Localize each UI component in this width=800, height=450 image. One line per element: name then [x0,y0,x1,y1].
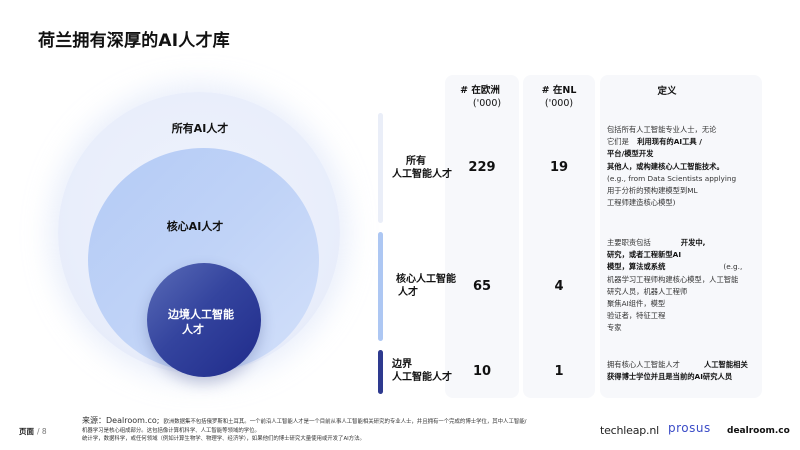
source-note: 来源：Dealroom.co; 欧洲数据集不包括俄罗斯和土耳其。一个前沿人工智能人… [82,416,527,442]
frontier-ai-talent-circle [147,263,261,377]
europe-value-core: 65 [472,279,492,294]
techleap-logo: techleap.nl [600,424,659,437]
row-label-all-ai-talent: 所有 人工智能人才 [392,156,452,180]
definition-core-ai-talent: 主要职责包括 开发中, 研究，或者工程新型AI 模型，算法或系统 (e.g., 机器… [607,238,743,333]
frontier-ai-talent-label: 边境人工智能 人才 [168,308,234,336]
core-ai-talent-label: 核心AI人才 [166,220,224,233]
nl-column-header: # 在NL ('000) [541,85,577,109]
nl-value-frontier: 1 [554,364,564,379]
core-ai-talent-row-bar [378,232,383,341]
frontier-ai-talent-row-bar [378,350,383,394]
all-ai-talent-label: 所有AI人才 [171,122,229,135]
nl-column-panel [523,75,595,398]
europe-column-header: # 在欧洲 ('000) [460,85,502,109]
europe-value-all: 229 [468,160,496,175]
row-label-frontier-ai-talent: 边界 人工智能人才 [392,359,452,383]
all-ai-talent-row-bar [378,113,383,223]
page-number: 页面/ 8 [19,427,47,436]
definition-all-ai-talent: 包括所有人工智能专业人士，无论 它们是 利用现有的AI工具 / 平台/模型开发 … [607,125,737,208]
definition-column-panel [600,75,762,398]
row-label-core-ai-talent: 核心人工智能 人才 [396,274,456,298]
nl-value-all: 19 [549,160,569,175]
definition-column-header: 定义 [657,86,677,97]
definition-frontier-ai-talent: 拥有核心人工智能人才 人工智能相关 获得博士学位并且是当前的AI研究人员 [607,360,748,382]
page-title: 荷兰拥有深厚的AI人才库 [38,31,230,51]
europe-value-frontier: 10 [472,364,492,379]
dealroom-logo: dealroom.co [727,426,790,436]
europe-column-panel [445,75,519,398]
nl-value-core: 4 [554,279,564,294]
prosus-logo: prosus [668,421,711,435]
